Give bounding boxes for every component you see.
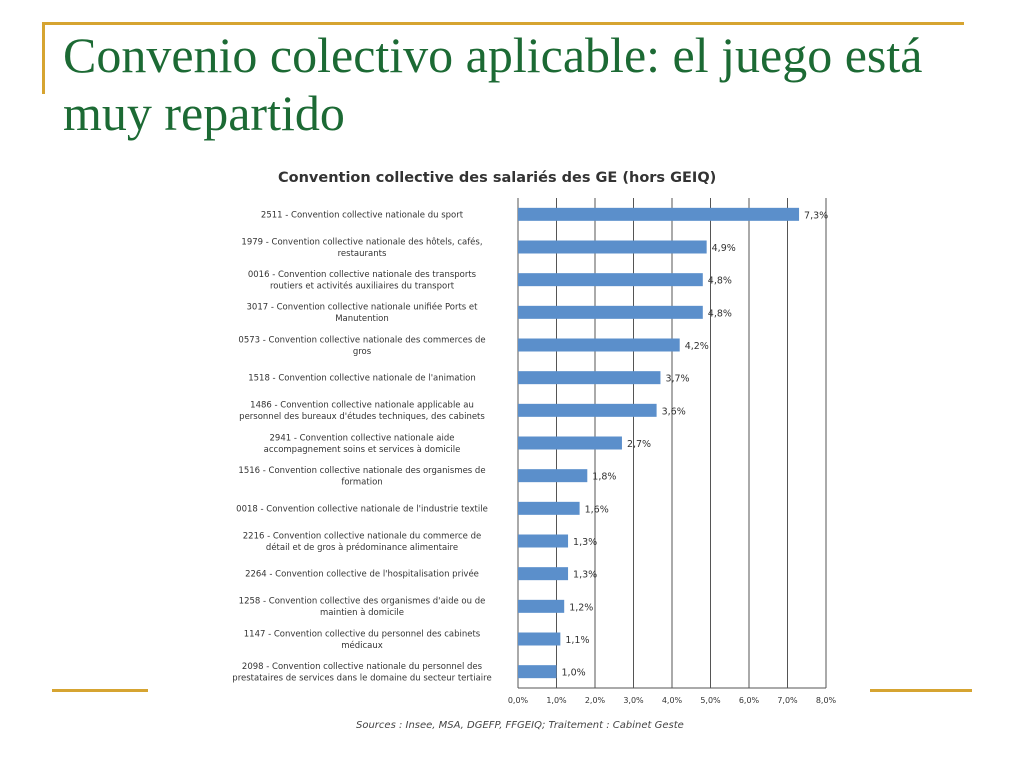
x-tick-label: 7,0% <box>777 696 798 705</box>
value-label: 1,6% <box>585 504 609 515</box>
value-label: 1,3% <box>573 537 597 548</box>
value-label: 4,9% <box>712 243 736 254</box>
category-label: 0018 - Convention collective nationale d… <box>236 504 488 514</box>
category-label: 2098 - Convention collective nationale d… <box>232 662 491 684</box>
bar <box>518 207 800 221</box>
x-tick-label: 1,0% <box>546 696 567 705</box>
bar <box>518 567 569 581</box>
x-tick-label: 2,0% <box>585 696 606 705</box>
category-label-line: 0573 - Convention collective nationale d… <box>238 335 485 345</box>
category-label: 0573 - Convention collective nationale d… <box>238 335 485 357</box>
value-label: 1,2% <box>569 602 593 613</box>
value-labels: 7,3% 4,9% 4,8% 4,8% 4,2% 3,7% 3,6% 2,7% 1,8% 1,6%… <box>562 210 829 678</box>
category-label-line: 0016 - Convention collective nationale d… <box>248 270 477 280</box>
bar <box>518 534 569 548</box>
decorative-bottom-left-rule <box>52 689 148 692</box>
category-label-line: 0018 - Convention collective nationale d… <box>236 504 488 514</box>
value-label: 3,6% <box>662 406 686 417</box>
category-label-line: maintien à domicile <box>320 608 404 618</box>
category-label-line: 3017 - Convention collective nationale u… <box>247 302 479 313</box>
decorative-bottom-right-rule <box>870 689 972 692</box>
category-label: 3017 - Convention collective nationale u… <box>247 302 479 325</box>
category-label-line: formation <box>341 477 382 487</box>
x-tick-label: 5,0% <box>700 696 721 705</box>
category-label-line: routiers et activités auxiliaires du tra… <box>270 280 455 291</box>
category-label: 2264 - Convention collective de l'hospit… <box>245 569 479 580</box>
value-label: 4,8% <box>708 276 732 287</box>
bar <box>518 632 561 646</box>
category-label-line: 2511 - Convention collective nationale d… <box>261 210 464 220</box>
category-label-line: 2264 - Convention collective de l'hospit… <box>245 569 479 580</box>
bar <box>518 501 580 515</box>
bars <box>518 207 800 679</box>
value-label: 1,8% <box>592 472 616 483</box>
category-label: 1979 - Convention collective nationale d… <box>241 236 482 259</box>
source-note: Sources : Insee, MSA, DGEFP, FFGEIQ; Tra… <box>356 720 684 731</box>
category-label: 1147 - Convention collective du personne… <box>244 629 481 651</box>
category-label: 1258 - Convention collective des organis… <box>239 597 486 619</box>
category-label-line: 1147 - Convention collective du personne… <box>244 629 481 639</box>
value-label: 1,0% <box>562 668 586 679</box>
value-label: 2,7% <box>627 439 651 450</box>
x-tick-label: 8,0% <box>816 696 837 705</box>
category-label-line: 2941 - Convention collective nationale a… <box>270 433 455 443</box>
bar <box>518 371 661 385</box>
bar <box>518 469 588 483</box>
bar <box>518 273 703 287</box>
value-label: 7,3% <box>804 210 828 221</box>
category-label-line: médicaux <box>341 640 383 651</box>
x-tick-label: 6,0% <box>739 696 760 705</box>
category-label: 2511 - Convention collective nationale d… <box>261 210 464 220</box>
category-label-line: 1258 - Convention collective des organis… <box>239 597 486 607</box>
bar <box>518 305 703 319</box>
bar <box>518 338 680 352</box>
value-label: 1,3% <box>573 570 597 581</box>
bar <box>518 599 565 613</box>
category-label-line: détail et de gros à prédominance aliment… <box>266 542 458 553</box>
x-axis-ticks: 0,0% 1,0% 2,0% 3,0% 4,0% 5,0% 6,0% 7,0% 8,0% <box>508 696 837 705</box>
category-label-line: restaurants <box>338 249 387 259</box>
category-labels: 2511 - Convention collective nationale d… <box>232 210 491 683</box>
x-tick-label: 0,0% <box>508 696 529 705</box>
chart-title: Convention collective des salariés des G… <box>278 170 717 186</box>
category-label: 1516 - Convention collective nationale d… <box>238 466 485 488</box>
bar <box>518 403 657 417</box>
x-tick-label: 3,0% <box>623 696 644 705</box>
value-label: 1,1% <box>565 635 589 646</box>
decorative-top-rule <box>42 22 964 25</box>
category-label: 1518 - Convention collective nationale d… <box>248 374 476 384</box>
category-label-line: 1518 - Convention collective nationale d… <box>248 374 476 384</box>
category-label-line: 1486 - Convention collective nationale a… <box>250 401 474 411</box>
category-label-line: Manutention <box>335 314 389 324</box>
category-label: 2941 - Convention collective nationale a… <box>264 433 461 455</box>
category-label-line: gros <box>353 347 372 357</box>
x-tick-label: 4,0% <box>662 696 683 705</box>
category-label: 1486 - Convention collective nationale a… <box>239 401 485 423</box>
category-label-line: 2216 - Convention collective nationale d… <box>243 531 481 541</box>
category-label-line: personnel des bureaux d'études technique… <box>239 411 485 422</box>
category-label-line: 1979 - Convention collective nationale d… <box>241 236 482 247</box>
bar <box>518 240 707 254</box>
value-label: 4,2% <box>685 341 709 352</box>
category-label: 0016 - Convention collective nationale d… <box>248 270 477 292</box>
decorative-left-rule <box>42 22 45 94</box>
value-label: 4,8% <box>708 308 732 319</box>
value-label: 3,7% <box>665 374 689 385</box>
category-label-line: 2098 - Convention collective nationale d… <box>242 662 483 672</box>
category-label: 2216 - Convention collective nationale d… <box>243 531 481 553</box>
category-label-line: accompagnement soins et services à domic… <box>264 445 461 455</box>
category-label-line: 1516 - Convention collective nationale d… <box>238 466 485 476</box>
slide-title: Convenio colectivo aplicable: el juego e… <box>63 27 923 141</box>
bar <box>518 665 557 679</box>
category-label-line: prestataires de services dans le domaine… <box>232 673 491 683</box>
bar <box>518 436 622 450</box>
